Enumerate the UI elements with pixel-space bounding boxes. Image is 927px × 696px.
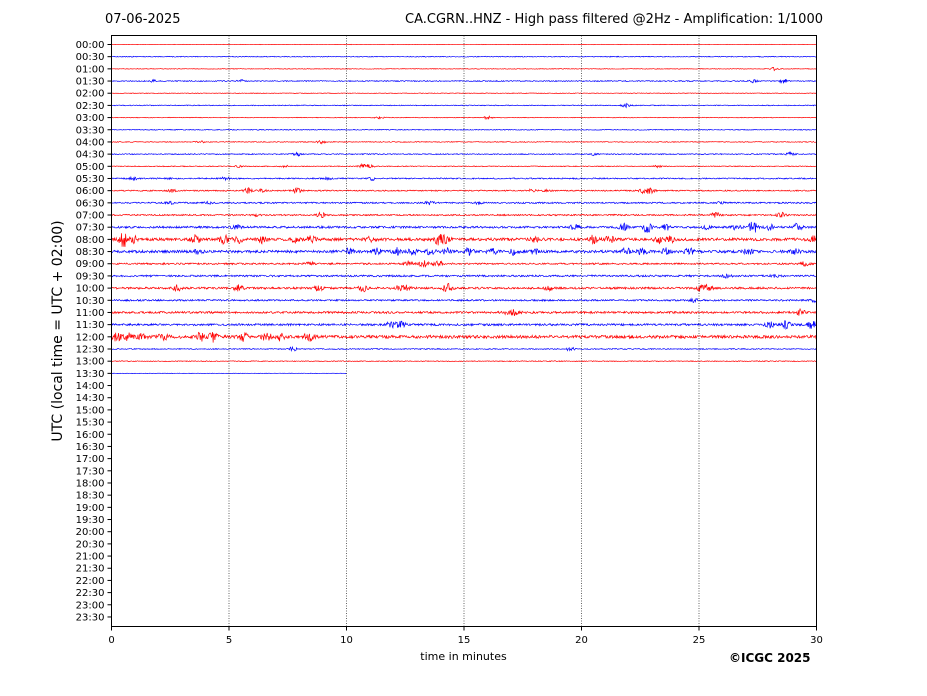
y-tick-label: 10:30 (76, 296, 105, 307)
y-tick-label: 11:00 (76, 308, 105, 319)
y-tick-label: 16:30 (76, 442, 105, 453)
y-tick-label: 14:30 (76, 393, 105, 404)
y-tick-label: 22:30 (76, 588, 105, 599)
trace-line (111, 115, 817, 121)
y-tick-label: 22:00 (76, 576, 105, 587)
y-tick-label: 18:30 (76, 491, 105, 502)
y-tick-label: 19:00 (76, 503, 105, 514)
grid-layer (228, 35, 700, 627)
y-tick-label: 02:00 (76, 89, 105, 100)
x-tick-label: 30 (810, 635, 823, 646)
y-tick-label: 08:00 (76, 235, 105, 246)
y-tick-label: 21:00 (76, 552, 105, 563)
x-axis: 0 5 10 15 20 25 30 (108, 626, 823, 646)
y-tick-label: 23:30 (76, 612, 105, 623)
y-tick-label: 10:00 (76, 284, 105, 295)
y-tick-label: 01:30 (76, 77, 105, 88)
y-tick-label: 03:30 (76, 125, 105, 136)
y-tick-label: 23:00 (76, 600, 105, 611)
y-tick-label: 11:30 (76, 320, 105, 331)
y-tick-label: 04:30 (76, 150, 105, 161)
y-tick-label: 12:30 (76, 345, 105, 356)
y-tick-label: 15:00 (76, 405, 105, 416)
x-tick-label: 20 (575, 635, 588, 646)
y-tick-label: 19:30 (76, 515, 105, 526)
y-tick-label: 09:00 (76, 259, 105, 270)
y-tick-label: 09:30 (76, 271, 105, 282)
y-tick-label: 04:00 (76, 137, 105, 148)
x-tick-label: 25 (693, 635, 706, 646)
y-tick-label: 16:00 (76, 430, 105, 441)
y-tick-label: 13:00 (76, 357, 105, 368)
trace-line (111, 211, 817, 219)
x-axis-label: time in minutes (420, 650, 507, 663)
y-tick-label: 20:00 (76, 527, 105, 538)
x-tick-label: 15 (458, 635, 471, 646)
trace-line (111, 307, 817, 317)
x-tick-label: 5 (226, 635, 232, 646)
trace-line (111, 200, 817, 206)
trace-line (111, 233, 817, 247)
trace-line (111, 102, 817, 109)
x-tick-label: 0 (108, 635, 114, 646)
y-tick-label: 03:00 (76, 113, 105, 124)
trace-line (111, 221, 817, 233)
y-tick-label: 01:00 (76, 64, 105, 75)
copyright-label: ©ICGC 2025 (729, 651, 811, 665)
chart-title: CA.CGRN..HNZ - High pass filtered @2Hz -… (405, 12, 823, 27)
y-tick-label: 05:30 (76, 174, 105, 185)
x-tick-label: 10 (340, 635, 353, 646)
y-tick-label: 00:00 (76, 40, 105, 51)
y-tick-label: 07:00 (76, 211, 105, 222)
y-tick-label: 08:30 (76, 247, 105, 258)
trace-line (111, 151, 817, 157)
y-tick-label: 06:30 (76, 198, 105, 209)
trace-line (111, 128, 817, 131)
trace-line (111, 66, 817, 72)
y-tick-label: 18:00 (76, 478, 105, 489)
y-tick-label: 07:30 (76, 223, 105, 234)
y-tick-label: 17:00 (76, 454, 105, 465)
y-tick-label: 02:30 (76, 101, 105, 112)
trace-line (111, 320, 817, 331)
y-tick-label: 05:00 (76, 162, 105, 173)
date-label: 07-06-2025 (105, 12, 181, 27)
y-tick-label: 15:30 (76, 418, 105, 429)
y-tick-label: 12:00 (76, 332, 105, 343)
y-tick-label: 00:30 (76, 52, 105, 63)
y-tick-label: 20:30 (76, 539, 105, 550)
y-tick-label: 06:00 (76, 186, 105, 197)
y-axis-label: UTC (local time = UTC + 02:00) (50, 220, 66, 441)
y-tick-label: 17:30 (76, 466, 105, 477)
trace-line (111, 140, 817, 145)
y-tick-label: 21:30 (76, 564, 105, 575)
y-tick-label: 13:30 (76, 369, 105, 380)
y-tick-label: 14:00 (76, 381, 105, 392)
